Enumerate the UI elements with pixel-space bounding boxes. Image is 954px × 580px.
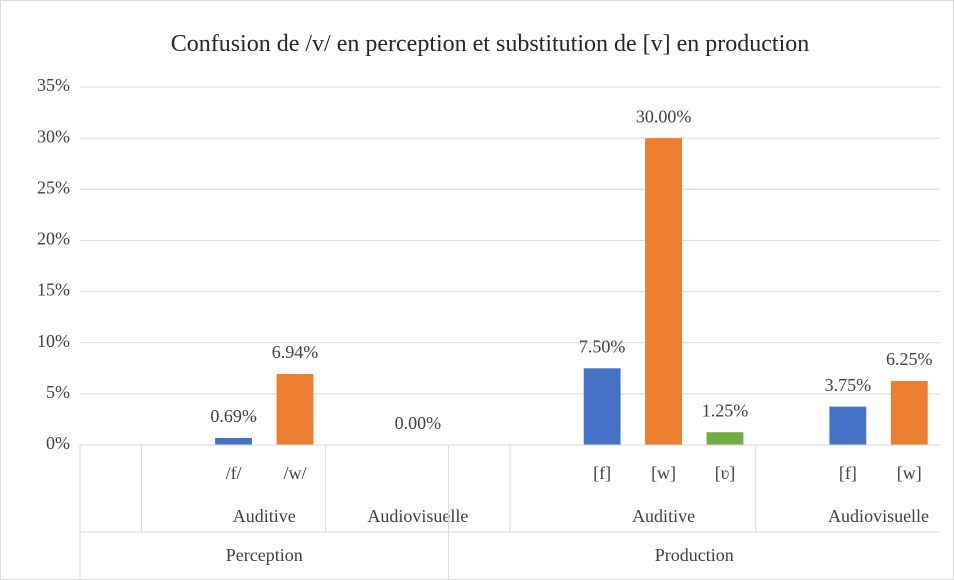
y-tick-label: 5% bbox=[46, 382, 70, 402]
bar bbox=[645, 138, 682, 445]
bar bbox=[890, 381, 928, 445]
data-label: 30.00% bbox=[636, 106, 692, 126]
chart-title: Confusion de /v/ en perception et substi… bbox=[170, 31, 810, 57]
data-label: 7.50% bbox=[579, 336, 626, 356]
bar bbox=[215, 437, 252, 445]
data-label: 1.25% bbox=[702, 400, 749, 420]
data-label: 6.25% bbox=[886, 349, 933, 369]
subgroup-label: Audiovisuelle bbox=[828, 506, 929, 526]
y-tick-label: 0% bbox=[46, 433, 70, 453]
x-tick-label: [ʋ] bbox=[715, 463, 735, 483]
y-tick-label: 30% bbox=[37, 126, 70, 146]
x-tick-label: [w] bbox=[897, 463, 922, 483]
x-tick-label: /w/ bbox=[283, 463, 306, 483]
group-label: Perception bbox=[226, 545, 303, 565]
subgroup-label: Audiovisuelle bbox=[367, 506, 468, 526]
y-tick-label: 25% bbox=[37, 177, 70, 197]
bar bbox=[706, 432, 744, 445]
x-tick-label: /f/ bbox=[226, 463, 242, 483]
x-tick-label: [f] bbox=[839, 463, 857, 483]
x-tick-label: [f] bbox=[593, 463, 611, 483]
data-label: 0.69% bbox=[210, 406, 257, 426]
y-tick-label: 35% bbox=[37, 75, 70, 95]
y-tick-label: 20% bbox=[37, 229, 70, 249]
data-label: 3.75% bbox=[825, 375, 872, 395]
data-label: 0.00% bbox=[395, 413, 442, 433]
data-label: 6.94% bbox=[272, 342, 319, 362]
y-tick-label: 15% bbox=[37, 280, 70, 300]
bar bbox=[276, 374, 314, 445]
bar bbox=[829, 406, 867, 445]
subgroup-label: Auditive bbox=[632, 506, 695, 526]
x-tick-label: [w] bbox=[651, 463, 676, 483]
subgroup-label: Auditive bbox=[233, 506, 296, 526]
bar bbox=[583, 368, 621, 445]
group-label: Production bbox=[655, 545, 734, 565]
y-tick-label: 10% bbox=[37, 331, 70, 351]
